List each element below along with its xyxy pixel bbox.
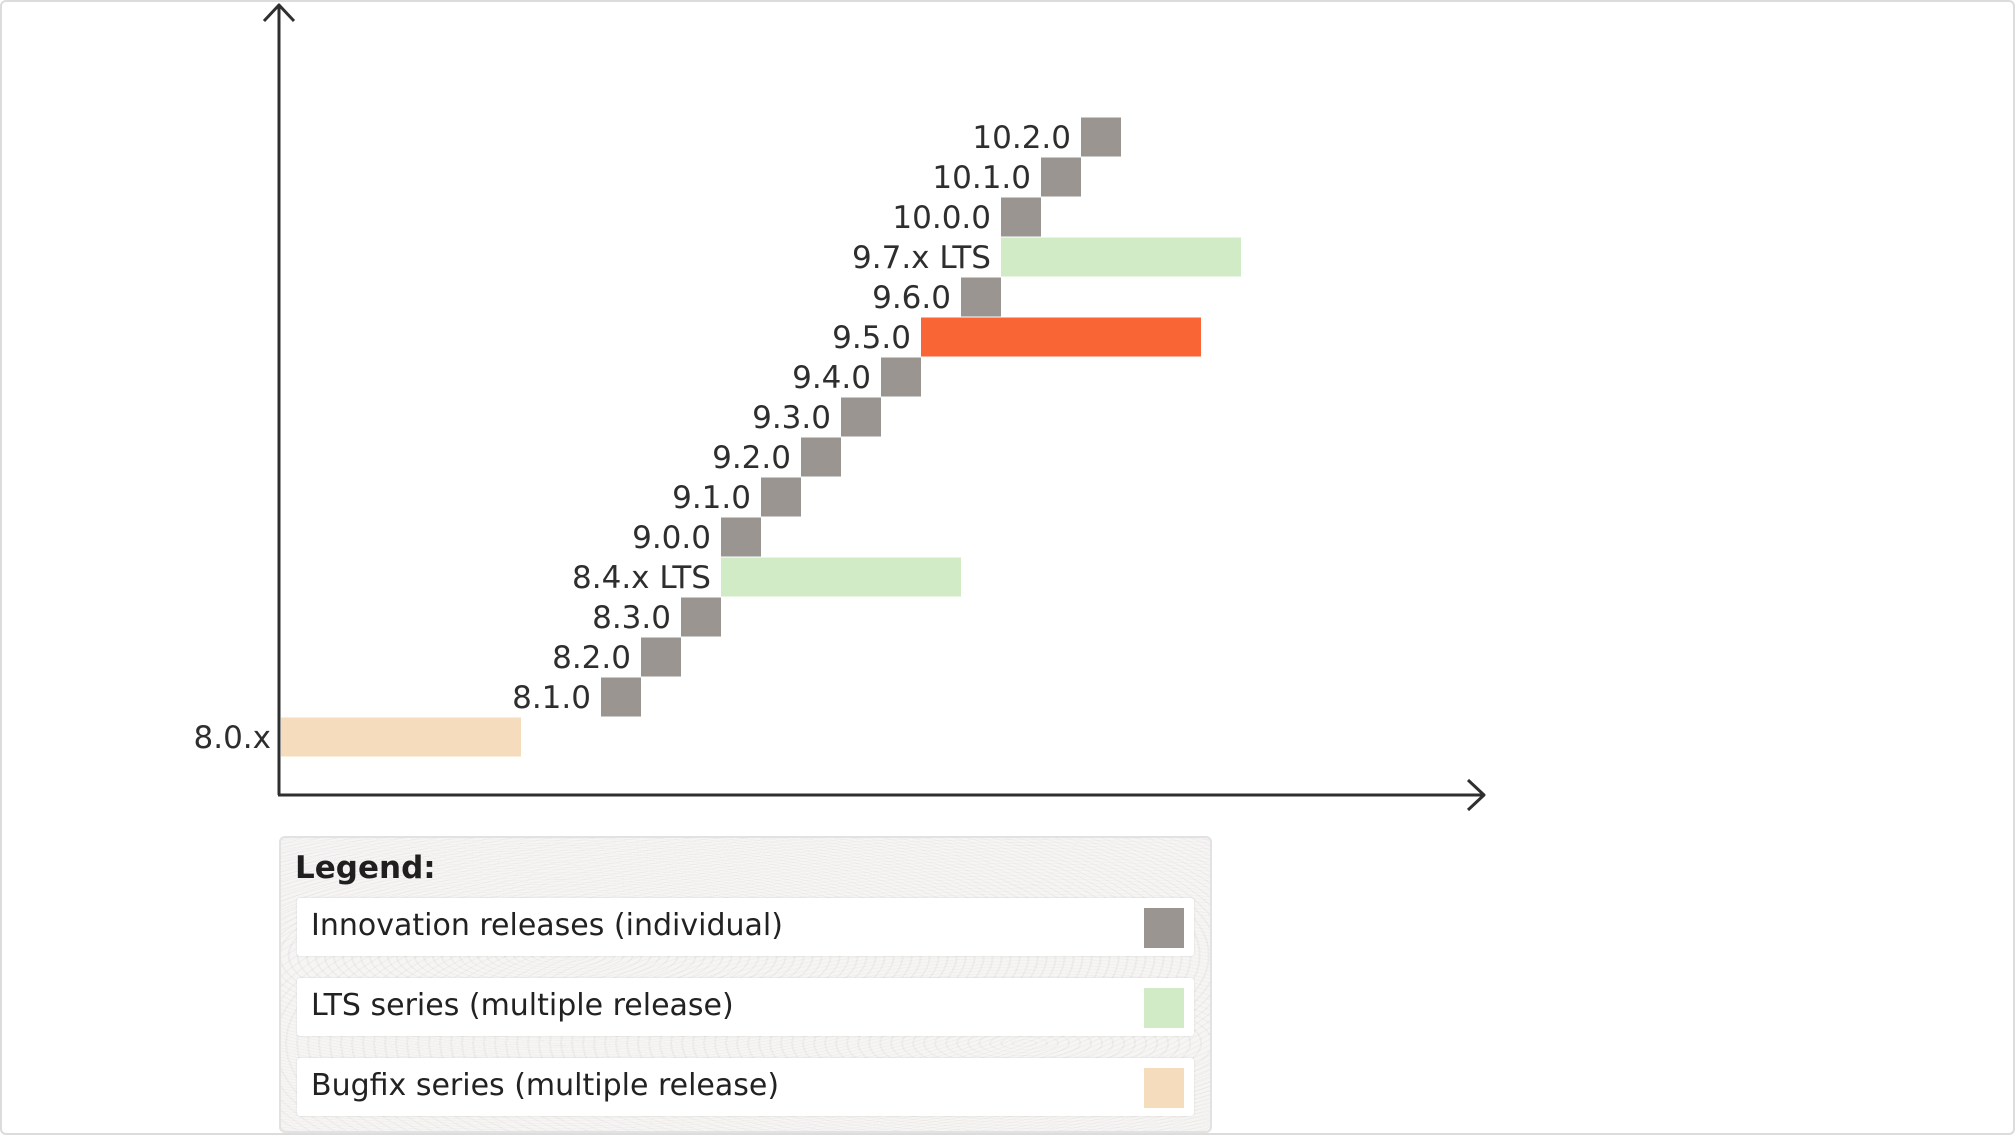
label-10-1-0: 10.1.0: [932, 160, 1031, 196]
label-9-3-0: 9.3.0: [752, 400, 831, 436]
release-bars: [281, 117, 1241, 757]
legend-swatch-lts: [1144, 988, 1184, 1028]
bar-9-2-0: [801, 437, 841, 477]
bar-10-2-0: [1081, 117, 1121, 157]
legend: Legend: Innovation releases (individual)…: [279, 836, 1212, 1133]
legend-item-innovation: Innovation releases (individual): [297, 898, 1194, 956]
label-9-1-0: 9.1.0: [672, 480, 751, 516]
label-9-5-0: 9.5.0: [832, 320, 911, 356]
bar-8-0-x: [281, 717, 521, 757]
bar-9-0-0: [721, 517, 761, 557]
label-8-0-x: 8.0.x: [194, 720, 272, 756]
x-axis-arrowhead: [1466, 778, 1486, 812]
legend-item-label: LTS series (multiple release): [311, 988, 734, 1023]
legend-item-label: Innovation releases (individual): [311, 908, 783, 943]
label-8-4-x-lts: 8.4.x LTS: [572, 560, 711, 596]
bar-9-3-0: [841, 397, 881, 437]
legend-swatch-innovation: [1144, 908, 1184, 948]
chart-axes: [262, 3, 1486, 812]
bar-8-2-0: [641, 637, 681, 677]
bar-9-7-x-lts: [1001, 237, 1241, 277]
bar-8-3-0: [681, 597, 721, 637]
legend-swatch-bugfix: [1144, 1068, 1184, 1108]
label-9-2-0: 9.2.0: [712, 440, 791, 476]
legend-item-lts: LTS series (multiple release): [297, 978, 1194, 1036]
label-9-7-x-lts: 9.7.x LTS: [852, 240, 991, 276]
bar-10-0-0: [1001, 197, 1041, 237]
bar-9-5-0: [921, 317, 1201, 357]
label-10-2-0: 10.2.0: [972, 120, 1071, 156]
bar-10-1-0: [1041, 157, 1081, 197]
legend-item-bugfix: Bugfix series (multiple release): [297, 1058, 1194, 1116]
release-labels: 8.0.x 8.1.0 8.2.0 8.3.0 8.4.x LTS 9.0.0 9.1.0 9…: [194, 120, 1072, 756]
bar-9-4-0: [881, 357, 921, 397]
label-8-1-0: 8.1.0: [512, 680, 591, 716]
y-axis-arrowhead: [262, 3, 296, 23]
legend-title: Legend:: [295, 850, 436, 886]
bar-9-6-0: [961, 277, 1001, 317]
label-8-2-0: 8.2.0: [552, 640, 631, 676]
bar-8-1-0: [601, 677, 641, 717]
bar-8-4-x-lts: [721, 557, 961, 597]
label-8-3-0: 8.3.0: [592, 600, 671, 636]
label-9-4-0: 9.4.0: [792, 360, 871, 396]
label-9-6-0: 9.6.0: [872, 280, 951, 316]
label-10-0-0: 10.0.0: [892, 200, 991, 236]
label-9-0-0: 9.0.0: [632, 520, 711, 556]
bar-9-1-0: [761, 477, 801, 517]
legend-item-label: Bugfix series (multiple release): [311, 1068, 780, 1103]
